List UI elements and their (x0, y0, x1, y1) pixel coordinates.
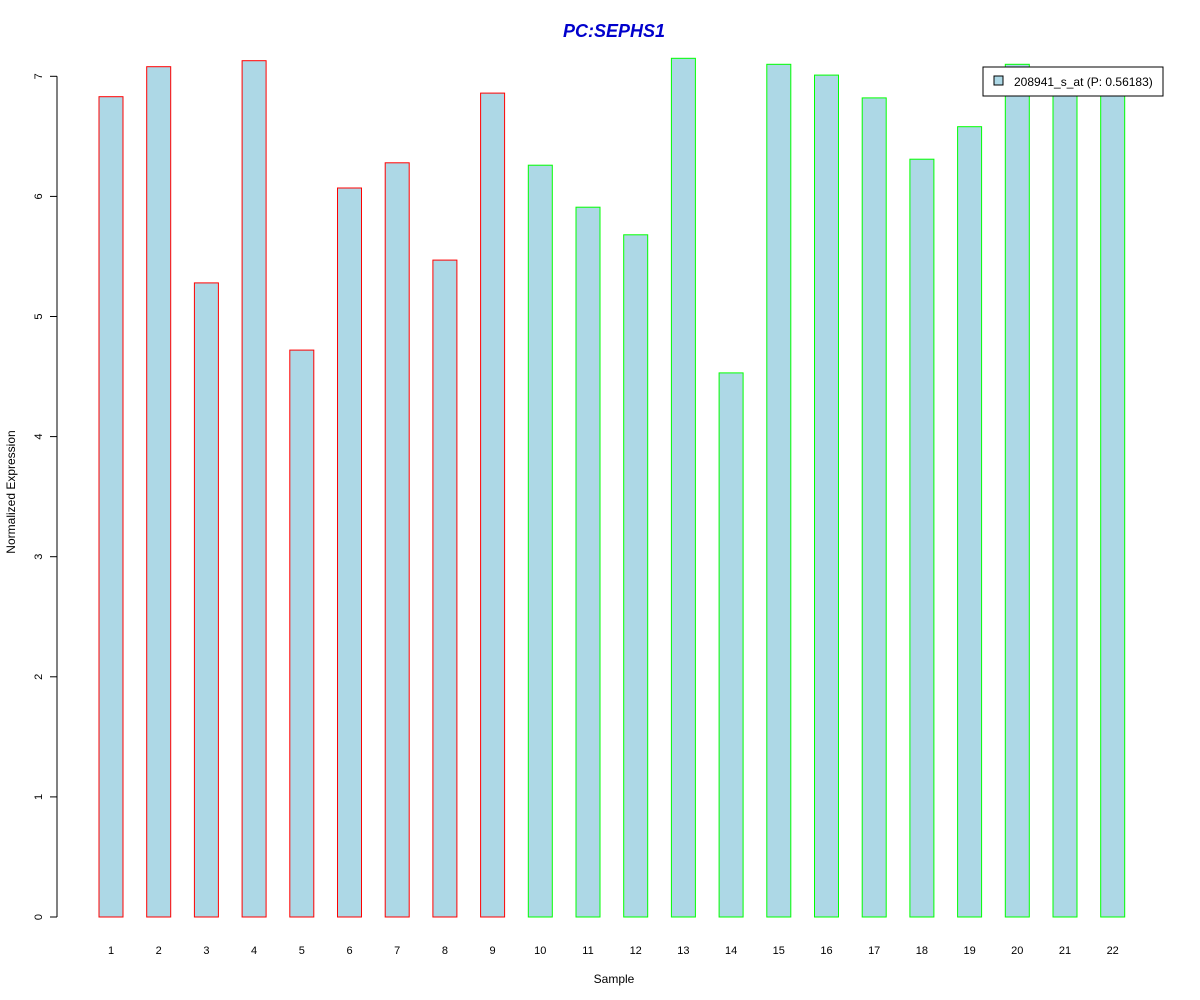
bar-sample-22 (1100, 87, 1126, 918)
bar-sample-6 (337, 187, 362, 918)
bar-sample-4 (241, 60, 267, 918)
y-axis-label: Normalized Expression (4, 430, 18, 553)
bars-group (98, 57, 1126, 918)
x-tick-label: 22 (1107, 945, 1119, 957)
y-tick-label: 3 (33, 554, 45, 560)
x-tick-label: 17 (868, 945, 880, 957)
bar-sample-18 (909, 158, 935, 918)
x-axis-label: Sample (594, 972, 635, 986)
bar-sample-1 (98, 96, 124, 918)
x-tick-label: 9 (490, 945, 496, 957)
bar-sample-15 (766, 63, 792, 918)
x-tick-label: 10 (534, 945, 546, 957)
y-tick-label: 7 (33, 73, 45, 79)
y-tick-label: 0 (33, 914, 45, 920)
x-tick-labels: 1 2 3 4 5 6 7 8 9 10 11 12 13 14 15 16 17 18 19 20 21 22 (108, 945, 1119, 957)
x-tick-label: 14 (725, 945, 737, 957)
legend-swatch (993, 75, 1004, 86)
x-tick-label: 12 (630, 945, 642, 957)
bar-sample-11 (575, 206, 601, 918)
y-tick-label: 2 (33, 674, 45, 680)
chart-title: PC:SEPHS1 (563, 21, 665, 41)
bar-sample-5 (289, 349, 315, 918)
bar-sample-17 (861, 97, 887, 918)
bar-sample-2 (146, 66, 172, 918)
x-tick-label: 19 (963, 945, 975, 957)
x-tick-label: 16 (820, 945, 832, 957)
bar-sample-8 (432, 259, 458, 918)
y-tick-label: 6 (33, 193, 45, 199)
x-tick-label: 21 (1059, 945, 1071, 957)
y-tick-label: 4 (33, 434, 45, 440)
x-tick-label: 2 (156, 945, 162, 957)
x-tick-label: 3 (203, 945, 209, 957)
bar-sample-12 (623, 234, 649, 918)
y-tick-label: 5 (33, 313, 45, 319)
legend: 208941_s_at (P: 0.56183) (982, 66, 1164, 97)
x-tick-label: 1 (108, 945, 114, 957)
bar-sample-3 (193, 282, 219, 918)
bar-sample-14 (718, 372, 744, 918)
x-tick-label: 15 (773, 945, 785, 957)
bar-sample-10 (527, 164, 553, 918)
x-tick-label: 6 (346, 945, 352, 957)
y-tick-label: 1 (33, 794, 45, 800)
bar-sample-20 (1004, 63, 1030, 918)
legend-entry-label: 208941_s_at (P: 0.56183) (1014, 75, 1153, 89)
bar-sample-13 (670, 57, 696, 918)
bar-sample-7 (384, 162, 410, 918)
x-tick-label: 5 (299, 945, 305, 957)
x-tick-label: 8 (442, 945, 448, 957)
x-tick-label: 7 (394, 945, 400, 957)
bar-sample-16 (814, 74, 839, 918)
x-tick-label: 20 (1011, 945, 1023, 957)
x-tick-label: 4 (251, 945, 257, 957)
x-tick-label: 11 (582, 945, 593, 957)
x-tick-label: 18 (916, 945, 928, 957)
bar-sample-9 (480, 92, 506, 918)
y-axis: 0 1 2 3 4 5 6 7 (33, 73, 58, 920)
x-tick-label: 13 (677, 945, 689, 957)
legend-box (982, 66, 1164, 97)
bar-sample-19 (957, 126, 983, 918)
bar-sample-21 (1052, 87, 1078, 918)
